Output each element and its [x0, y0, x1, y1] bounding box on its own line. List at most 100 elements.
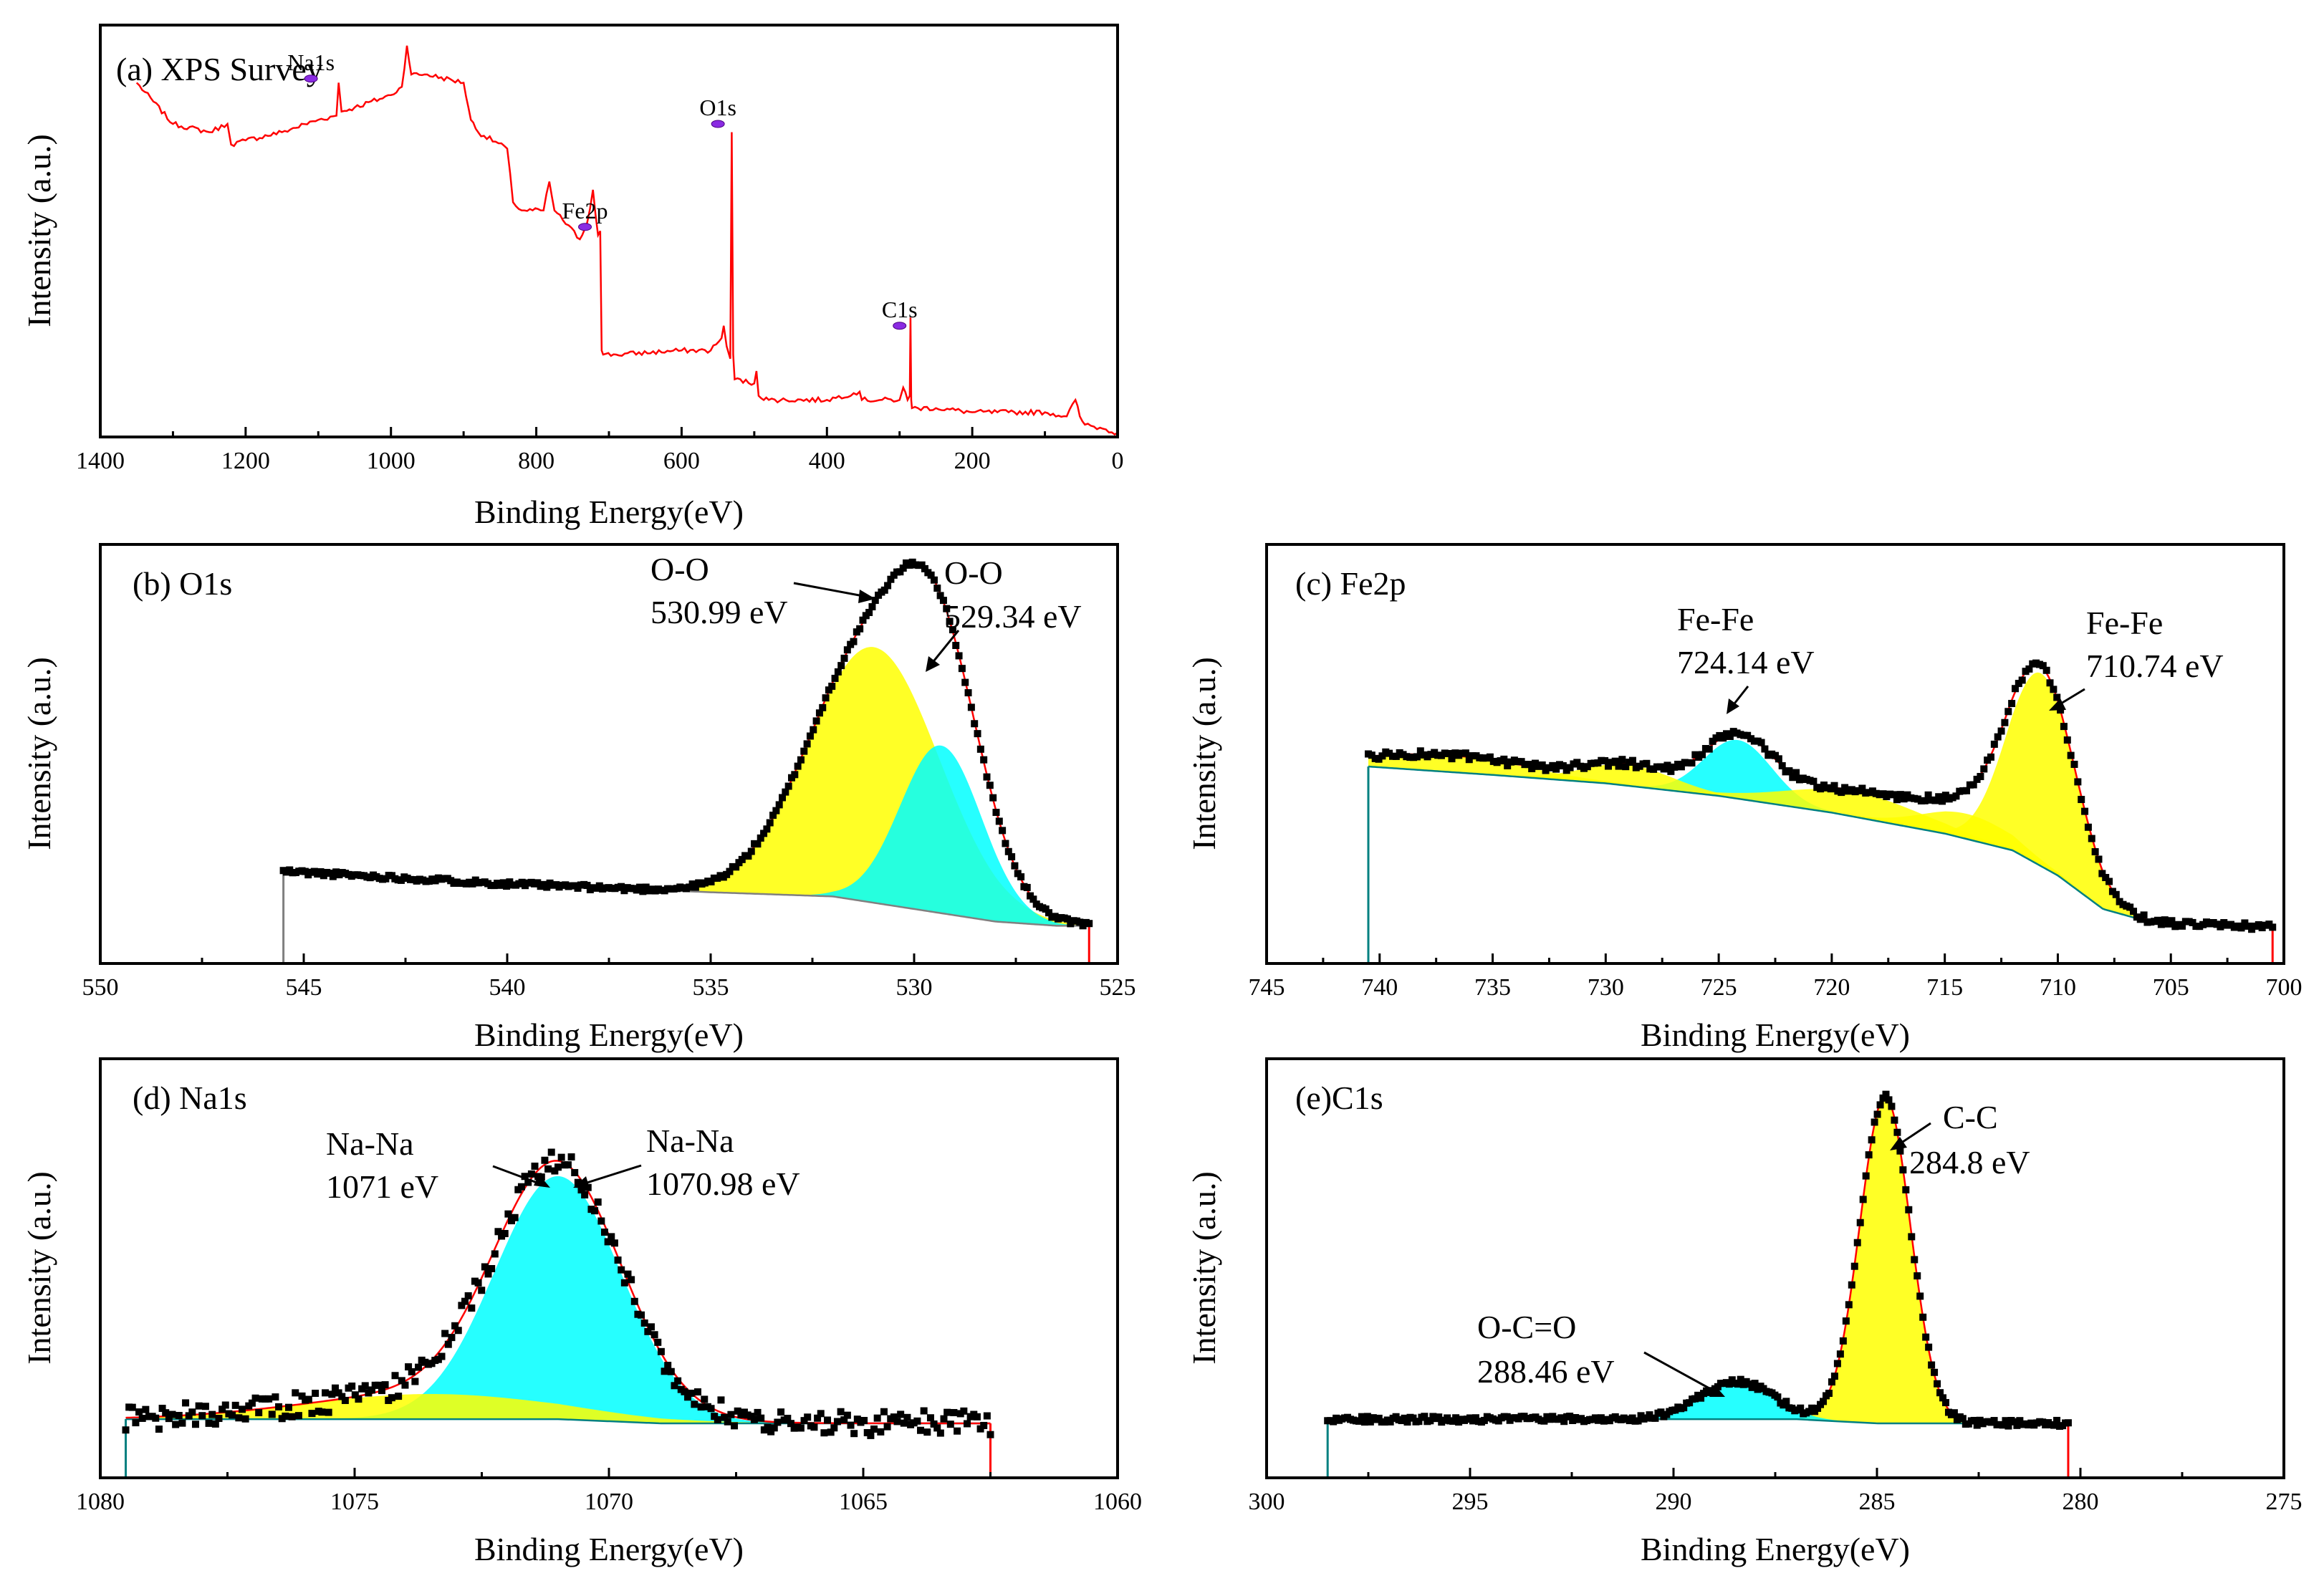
data-point [750, 1415, 758, 1423]
data-point [351, 1391, 359, 1399]
data-point [152, 1414, 160, 1422]
data-point [182, 1399, 190, 1407]
data-point [1896, 791, 1904, 799]
data-point [667, 1368, 675, 1375]
data-point [1916, 1292, 1924, 1300]
data-point [636, 883, 644, 891]
data-point [775, 801, 783, 809]
pointer-arrow [1731, 686, 1749, 707]
data-point [1879, 1094, 1887, 1102]
data-point [946, 1421, 954, 1428]
data-point [1761, 745, 1769, 753]
data-point [837, 662, 845, 670]
pointer-arrowhead [1727, 698, 1739, 714]
data-point [221, 1401, 229, 1409]
data-point [1688, 759, 1696, 767]
data-point [415, 1363, 423, 1371]
data-point [195, 1402, 203, 1410]
panel-o1s: (b) O1s Binding Energy(eV) Intensity (a.… [21, 543, 1136, 1053]
data-point [650, 1331, 658, 1339]
data-point [444, 1340, 452, 1348]
data-point [817, 1410, 825, 1418]
data-point [122, 1426, 130, 1434]
data-point [175, 1411, 183, 1419]
data-point [1528, 764, 1536, 772]
data-point [128, 1403, 136, 1411]
data-point [732, 863, 740, 871]
y-axis-title: Intensity (a.u.) [1186, 657, 1222, 850]
data-point [1699, 751, 1706, 759]
data-point [1928, 1361, 1936, 1369]
data-point [441, 1330, 449, 1337]
peak-marker [304, 74, 318, 83]
x-tick-label: 1060 [1093, 1489, 1142, 1515]
data-point [850, 1430, 858, 1438]
data-point [840, 1416, 848, 1424]
data-point [1366, 1418, 1374, 1426]
data-point [614, 1256, 622, 1264]
pointer-arrowhead [2049, 698, 2066, 711]
data-point [2098, 870, 2106, 878]
data-point [484, 1270, 492, 1278]
data-point [1023, 883, 1031, 891]
x-tick-label: 715 [1926, 974, 1963, 1001]
data-point [1931, 1368, 1939, 1376]
data-point [1734, 1380, 1742, 1388]
data-point [165, 1415, 173, 1423]
data-point [2168, 917, 2176, 925]
data-point [747, 847, 755, 855]
data-point [782, 788, 789, 796]
data-point [1893, 1128, 1901, 1136]
data-point [777, 1408, 785, 1416]
data-point [921, 564, 928, 572]
data-point [1797, 1404, 1805, 1412]
data-point [1939, 797, 1946, 805]
peak-annotation: C1s [882, 297, 918, 322]
data-point [971, 720, 979, 728]
x-tick-label: 720 [1813, 974, 1850, 1001]
data-point [840, 654, 848, 662]
data-point [398, 1377, 405, 1385]
data-point [265, 1395, 273, 1403]
data-point [923, 1428, 931, 1436]
data-point [583, 882, 591, 890]
data-point [830, 1424, 838, 1432]
data-point [1355, 1417, 1363, 1425]
data-point [597, 1217, 605, 1225]
data-point [368, 1386, 376, 1394]
peak-label-name: C-C [1943, 1099, 1998, 1135]
data-point [1939, 1394, 1947, 1402]
data-point [201, 1403, 209, 1410]
data-point [865, 608, 873, 616]
data-point [454, 1327, 462, 1335]
data-point [1029, 895, 1037, 903]
data-point [2095, 855, 2103, 863]
data-point [1905, 1206, 1913, 1213]
data-point [791, 771, 799, 779]
x-tick-label: 725 [1701, 974, 1737, 1001]
data-point [494, 1228, 502, 1236]
data-point [554, 1163, 562, 1171]
data-point [355, 1395, 362, 1403]
data-point [1825, 1389, 1833, 1397]
data-point [980, 1421, 988, 1429]
data-point [391, 1372, 399, 1380]
data-point [378, 1387, 385, 1395]
data-point [1997, 727, 2005, 735]
data-point [2126, 903, 2134, 911]
pointer-arrow [582, 1164, 642, 1186]
data-point [1853, 1239, 1861, 1246]
data-point [707, 1405, 715, 1413]
data-point [1465, 756, 1473, 764]
data-point [810, 726, 817, 734]
data-point [949, 626, 956, 634]
data-point [847, 1421, 855, 1429]
data-point [1011, 862, 1019, 870]
peak-label-energy: 288.46 eV [1477, 1353, 1615, 1390]
data-point [691, 883, 699, 891]
data-point [1660, 765, 1668, 773]
data-point [757, 1414, 765, 1422]
data-point [856, 625, 864, 633]
data-point [1415, 1418, 1423, 1426]
data-point [1628, 756, 1636, 764]
